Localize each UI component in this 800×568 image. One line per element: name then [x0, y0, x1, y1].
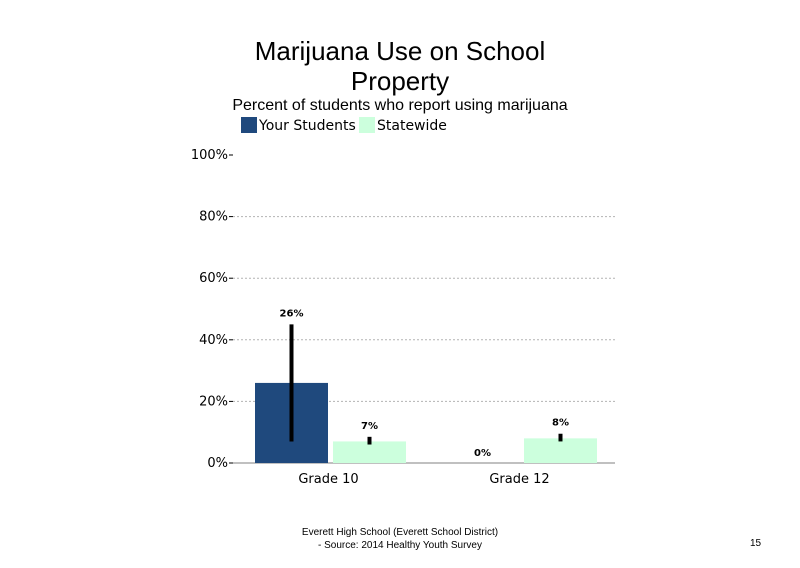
- x-tick-label: Grade 12: [489, 472, 549, 487]
- bar: [524, 438, 597, 463]
- page-number: 15: [750, 538, 762, 549]
- data-label: 8%: [552, 418, 569, 429]
- legend-swatch-statewide: [359, 117, 375, 133]
- y-tick-label: 20%: [199, 394, 228, 409]
- y-tick-label: 60%: [199, 271, 228, 286]
- legend-swatch-your-students: [241, 117, 257, 133]
- legend-label-statewide: Statewide: [377, 118, 447, 134]
- legend-item-statewide: Statewide: [359, 117, 447, 134]
- legend-label-your-students: Your Students: [259, 118, 356, 134]
- chart-title-line1: Marijuana Use on School: [254, 36, 546, 66]
- y-tick-label: 100%: [191, 148, 228, 163]
- x-tick-label: Grade 10: [298, 472, 358, 487]
- y-tick-label: 0%: [207, 456, 228, 471]
- footer-school: Everett High School (Everett School Dist…: [301, 527, 499, 538]
- data-label: 26%: [280, 308, 304, 319]
- legend-item-your-students: Your Students: [241, 117, 356, 134]
- data-label: 7%: [361, 421, 378, 432]
- footer-source: - Source: 2014 Healthy Youth Survey: [318, 540, 482, 551]
- y-tick-label: 80%: [199, 210, 228, 225]
- chart-title-line2: Property: [350, 66, 450, 96]
- footer: Everett High School (Everett School Dist…: [270, 526, 530, 552]
- y-tick-label: 40%: [199, 333, 228, 348]
- chart-subtitle: Percent of students who report using mar…: [232, 97, 568, 114]
- bar: [333, 441, 406, 463]
- data-label: 0%: [474, 448, 491, 459]
